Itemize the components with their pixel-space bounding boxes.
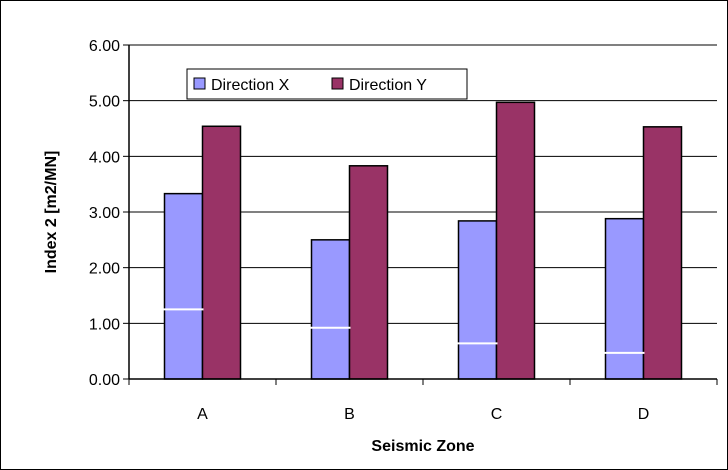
y-tick-label: 5.00 [89, 94, 120, 111]
y-tick-label: 6.00 [89, 38, 120, 55]
x-axis-title: Seismic Zone [371, 438, 474, 455]
legend-label-direction-x: Direction X [211, 77, 290, 94]
y-tick-label: 4.00 [89, 149, 120, 166]
y-tick-label: 1.00 [89, 316, 120, 333]
bar-direction-x-a [163, 192, 204, 380]
legend-swatch-direction-y [331, 77, 344, 90]
y-tick-labels: 0.00 1.00 2.00 3.00 4.00 5.00 6.00 [89, 38, 120, 389]
x-tick-labels: A B C D [197, 406, 649, 423]
bar-direction-x-b [310, 239, 351, 380]
y-axis-title: Index 2 [m2/MN] [43, 151, 60, 274]
x-tick-label: C [491, 406, 503, 423]
axes [128, 45, 717, 380]
x-tick-label: D [638, 406, 650, 423]
legend: Direction X Direction Y [186, 68, 468, 100]
bar-series [163, 101, 683, 380]
legend-box [186, 68, 468, 100]
bar-direction-x-c [457, 220, 498, 380]
legend-label-direction-y: Direction Y [349, 77, 427, 94]
bar-direction-y-c [495, 101, 536, 380]
y-tick-label: 3.00 [89, 205, 120, 222]
x-tick-label: B [344, 406, 355, 423]
bar-direction-y-b [348, 165, 389, 380]
bar-direction-y-d [642, 126, 683, 380]
x-tick-label: A [197, 406, 208, 423]
bar-direction-y-a [201, 125, 242, 380]
bar-direction-x-d [604, 217, 645, 380]
y-tick-label: 0.00 [89, 372, 120, 389]
legend-swatch-direction-x [193, 77, 206, 90]
y-tick-label: 2.00 [89, 261, 120, 278]
